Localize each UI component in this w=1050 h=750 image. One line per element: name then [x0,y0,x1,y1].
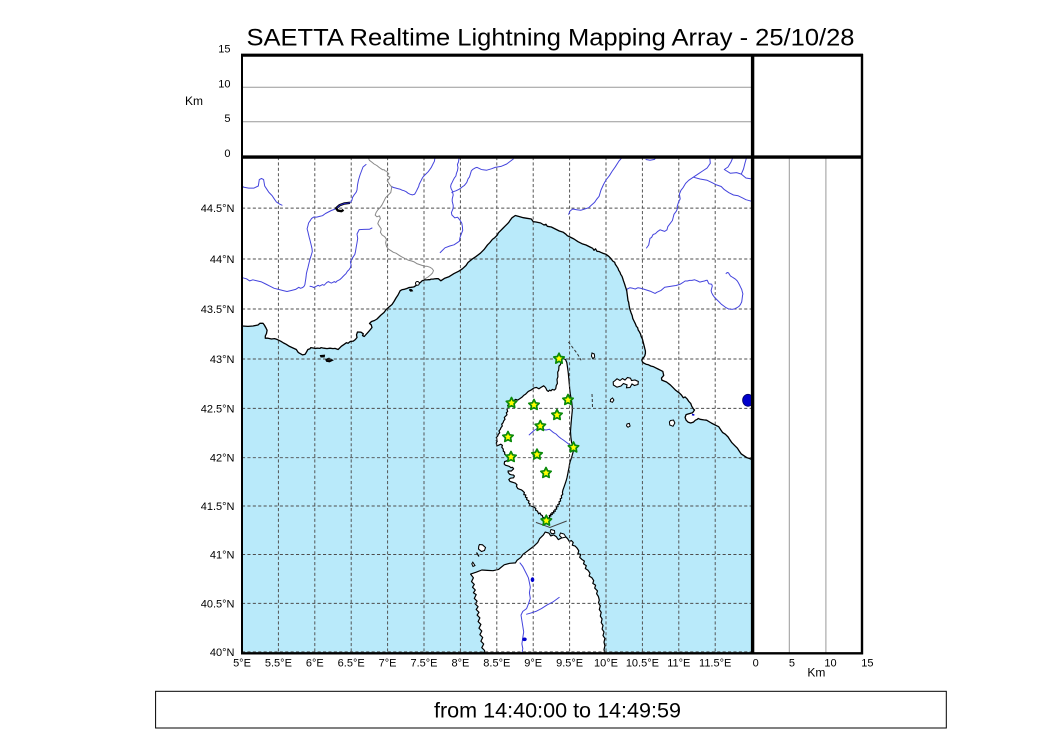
svg-text:SAETTA Realtime Lightning Mapp: SAETTA Realtime Lightning Mapping Array … [247,25,855,52]
svg-text:0: 0 [224,148,230,160]
svg-text:11.5°E: 11.5°E [699,658,731,670]
svg-text:11°E: 11°E [667,658,690,670]
svg-text:5.5°E: 5.5°E [265,658,292,670]
svg-text:Km: Km [185,94,203,108]
svg-text:15: 15 [861,658,873,670]
svg-text:7°E: 7°E [379,658,397,670]
svg-text:from 14:40:00 to 14:49:59: from 14:40:00 to 14:49:59 [434,700,681,723]
svg-text:8°E: 8°E [451,658,469,670]
svg-text:10: 10 [218,78,230,90]
svg-text:8.5°E: 8.5°E [483,658,510,670]
svg-text:40.5°N: 40.5°N [201,598,235,610]
svg-text:40°N: 40°N [210,647,235,659]
svg-text:Km: Km [807,666,825,680]
svg-text:44°N: 44°N [210,254,235,266]
svg-text:42°N: 42°N [210,453,235,465]
svg-text:5: 5 [224,113,230,125]
svg-text:41.5°N: 41.5°N [201,501,235,513]
svg-text:44.5°N: 44.5°N [201,203,235,215]
svg-text:9.5°E: 9.5°E [556,658,583,670]
svg-text:43°N: 43°N [210,354,235,366]
svg-text:10°E: 10°E [594,658,618,670]
svg-text:9°E: 9°E [524,658,542,670]
svg-text:6°E: 6°E [306,658,324,670]
svg-text:7.5°E: 7.5°E [410,658,437,670]
svg-text:15: 15 [218,44,230,56]
svg-text:41°N: 41°N [210,550,235,562]
svg-text:6.5°E: 6.5°E [338,658,365,670]
svg-text:43.5°N: 43.5°N [201,304,235,316]
svg-text:42.5°N: 42.5°N [201,403,235,415]
svg-text:10: 10 [824,658,836,670]
svg-text:5: 5 [789,658,795,670]
svg-text:10.5°E: 10.5°E [626,658,659,670]
svg-text:5°E: 5°E [233,658,251,670]
svg-text:0: 0 [753,658,759,670]
